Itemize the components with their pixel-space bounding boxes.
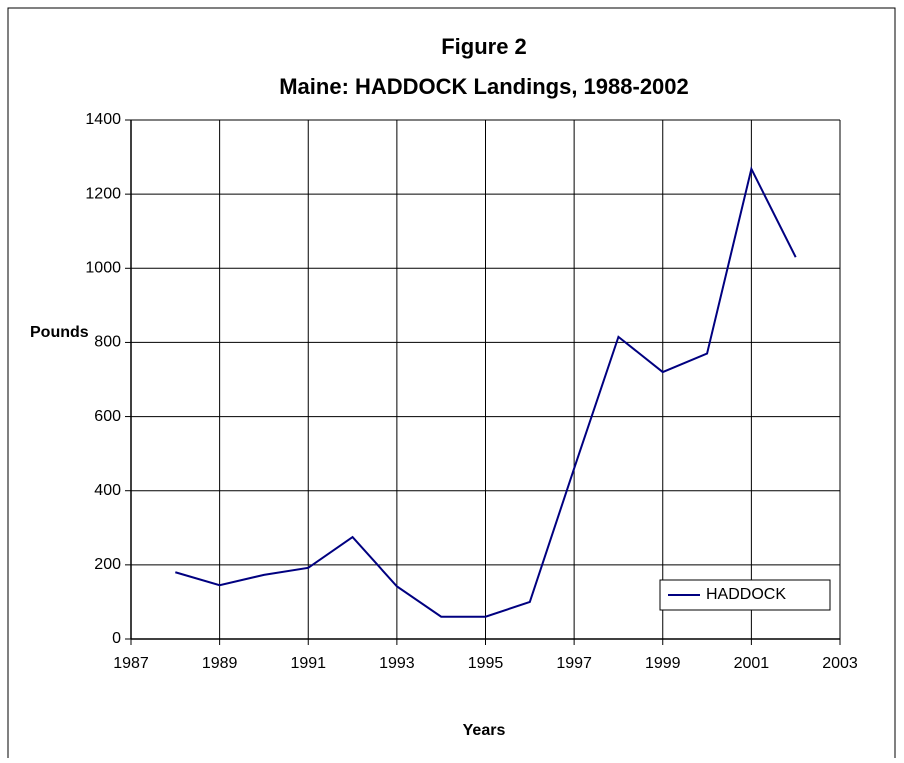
- x-axis-label: Years: [463, 722, 506, 739]
- y-tick-label: 0: [112, 630, 121, 647]
- legend-label: HADDOCK: [706, 586, 786, 603]
- x-tick-label: 1987: [113, 655, 149, 672]
- y-tick-label: 200: [94, 556, 121, 573]
- x-tick-label: 1995: [468, 655, 504, 672]
- x-tick-label: 1999: [645, 655, 681, 672]
- y-axis-label: Pounds: [30, 324, 89, 341]
- y-tick-label: 800: [94, 334, 121, 351]
- y-tick-label: 1200: [85, 185, 121, 202]
- data-line: [175, 166, 797, 618]
- x-tick-label: 1989: [202, 655, 238, 672]
- x-tick-label: 1997: [556, 655, 592, 672]
- x-tick-label: 1993: [379, 655, 415, 672]
- chart-subtitle: Maine: HADDOCK Landings, 1988-2002: [279, 74, 689, 99]
- legend-box: [659, 579, 831, 611]
- chart-frame: [7, 7, 896, 763]
- y-tick-label: 1000: [85, 260, 121, 277]
- y-tick-label: 1400: [85, 111, 121, 128]
- x-tick-label: 1991: [290, 655, 326, 672]
- chart-title: Figure 2: [441, 34, 527, 59]
- y-tick-label: 600: [94, 408, 121, 425]
- x-tick-label: 2001: [734, 655, 770, 672]
- y-tick-label: 400: [94, 482, 121, 499]
- x-tick-label: 2003: [822, 655, 858, 672]
